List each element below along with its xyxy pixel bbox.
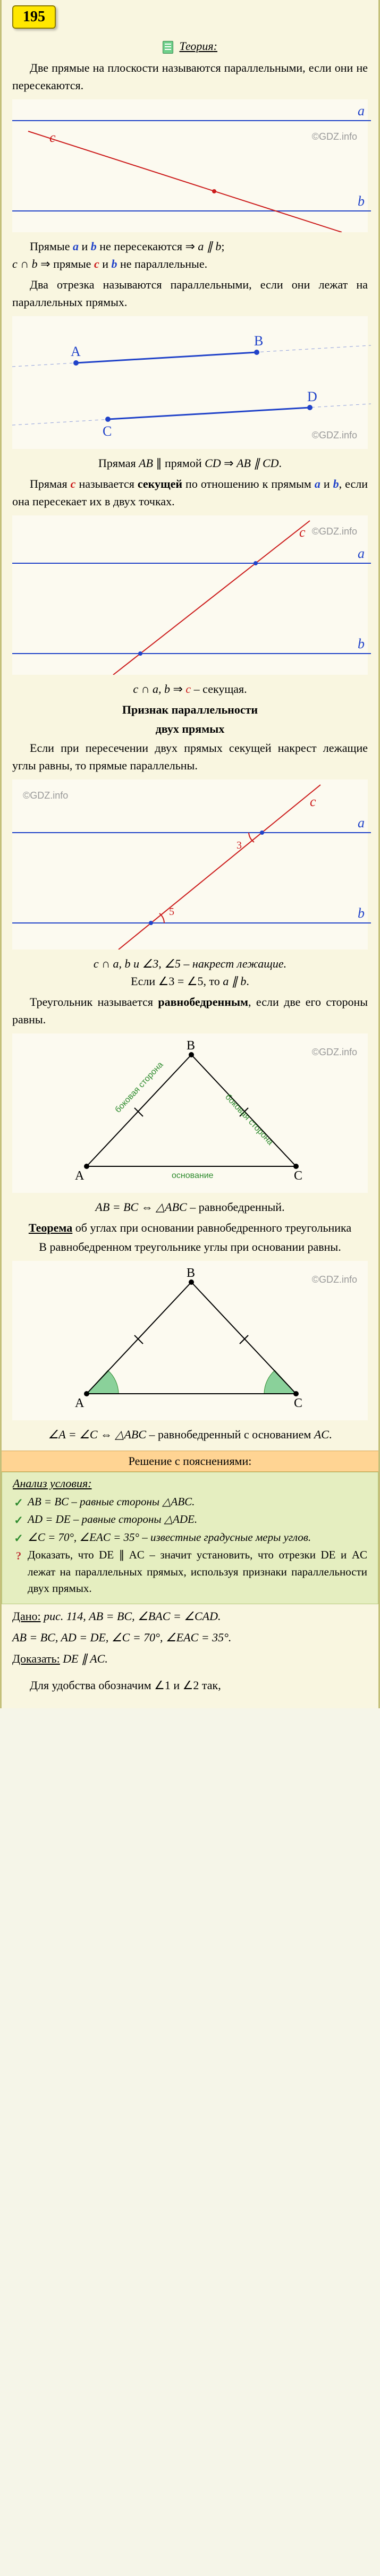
label-c: c xyxy=(310,794,316,809)
label-A: A xyxy=(71,344,81,359)
analysis-row-1: ✓AB = BC – равные стороны △ABC. xyxy=(13,1494,367,1511)
given-line-2: AB = BC, AD = DE, ∠C = 70°, ∠EAC = 35°. xyxy=(12,1629,368,1647)
given-block: Дано: рис. 114, AB = BC, ∠BAC = ∠CAD. AB… xyxy=(12,1607,368,1694)
solution-banner: Решение с пояснениями: xyxy=(2,1451,378,1472)
watermark: ©GDZ.info xyxy=(23,790,68,801)
figure-base-angles: B A C ©GDZ.info xyxy=(12,1261,368,1420)
watermark: ©GDZ.info xyxy=(312,1274,357,1285)
footer-line: Для удобства обозначим ∠1 и ∠2 так, xyxy=(12,1676,368,1694)
label-C: C xyxy=(294,1396,302,1410)
check-icon: ✓ xyxy=(13,1495,24,1512)
criterion-title-1: Признак параллельности xyxy=(12,703,368,717)
analysis-row-2: ✓AD = DE – равные стороны △ADE. xyxy=(13,1511,367,1528)
angle-3: 3 xyxy=(237,840,242,851)
label-B: B xyxy=(254,333,263,349)
side-right-label: боковая сторона xyxy=(223,1092,275,1147)
notebook-icon xyxy=(163,41,173,54)
watermark: ©GDZ.info xyxy=(312,526,357,537)
label-B: B xyxy=(187,1039,195,1053)
figure-parallel-segments: A B C D ©GDZ.info xyxy=(12,316,368,449)
intro-paragraph: Две прямые на плоскости называются парал… xyxy=(12,59,368,94)
label-c: c xyxy=(299,524,306,540)
figure-isosceles: B A C боковая сторона боковая сторона ос… xyxy=(12,1033,368,1193)
analysis-title: Анализ условия: xyxy=(13,1477,367,1490)
secant-def: Прямая c называется секущей по отношению… xyxy=(12,475,368,510)
base-label: основание xyxy=(172,1171,214,1180)
label-b: b xyxy=(358,636,365,651)
figure-alternate-angles: 3 5 a b c ©GDZ.info xyxy=(12,779,368,950)
watermark: ©GDZ.info xyxy=(312,131,357,142)
fig2-caption: Прямая AB ∥ прямой CD ⇒ AB ∥ CD. xyxy=(12,454,368,472)
label-a: a xyxy=(358,103,365,118)
check-icon: ✓ xyxy=(13,1512,24,1529)
label-b: b xyxy=(358,905,365,921)
criterion-body: Если при пересечении двух прямых секущей… xyxy=(12,739,368,774)
fig1-caption-1: Прямые a и b не пересекаются ⇒ a ∥ b; c … xyxy=(12,238,368,273)
figure-secant: a b c ©GDZ.info xyxy=(12,515,368,675)
fig3-svg: a b c xyxy=(12,515,371,675)
page: 195 Теория: Две прямые на плоскости назы… xyxy=(0,0,380,1708)
figure-parallel-lines: a b c ©GDZ.info xyxy=(12,99,368,232)
criterion-title-2: двух прямых xyxy=(12,722,368,736)
label-A: A xyxy=(75,1169,85,1183)
watermark: ©GDZ.info xyxy=(312,1047,357,1058)
parallel-segments-def: Два отрезка называются параллельными, ес… xyxy=(12,276,368,311)
watermark: ©GDZ.info xyxy=(312,430,357,441)
analysis-block: Анализ условия: ✓AB = BC – равные сторон… xyxy=(2,1472,378,1604)
problem-number-badge: 195 xyxy=(12,5,56,29)
given-line-1: Дано: рис. 114, AB = BC, ∠BAC = ∠CAD. xyxy=(12,1607,368,1625)
label-C: C xyxy=(294,1169,302,1183)
fig1-svg: a b c xyxy=(12,99,371,232)
label-B: B xyxy=(187,1266,195,1280)
label-D: D xyxy=(307,389,317,404)
theory-heading: Теория: xyxy=(12,39,368,54)
angle-5: 5 xyxy=(169,906,174,918)
label-A: A xyxy=(75,1396,85,1410)
label-a: a xyxy=(358,546,365,561)
isosceles-def: Треугольник называется равнобедренным, е… xyxy=(12,993,368,1028)
theorem-title: Теорема об углах при основании равнобедр… xyxy=(12,1221,368,1235)
analysis-row-4: ?Доказать, что DE ∥ AC – значит установи… xyxy=(13,1547,367,1597)
check-icon: ✓ xyxy=(13,1530,24,1547)
fig4-svg: 3 5 a b c xyxy=(12,779,371,950)
side-left-label: боковая сторона xyxy=(113,1060,165,1114)
fig4-caption: c ∩ a, b и ∠3, ∠5 – накрест лежащие. Есл… xyxy=(12,955,368,990)
fig6-caption: ∠A = ∠C ⇔ △ABC – равнобедренный с основа… xyxy=(12,1426,368,1443)
label-a: a xyxy=(358,815,365,831)
label-b: b xyxy=(358,193,365,209)
fig2-svg: A B C D xyxy=(12,316,371,449)
theorem-body: В равнобедренном треугольнике углы при о… xyxy=(12,1238,368,1256)
analysis-row-3: ✓∠C = 70°, ∠EAC = 35° – известные градус… xyxy=(13,1529,367,1546)
question-icon: ? xyxy=(13,1548,24,1565)
label-C: C xyxy=(103,423,112,439)
prove-line: Доказать: DE ∥ AC. xyxy=(12,1650,368,1668)
fig5-caption: AB = BC ⇔ △ABC – равнобедренный. xyxy=(12,1198,368,1216)
label-c: c xyxy=(49,130,56,145)
theory-label: Теория: xyxy=(180,39,217,53)
fig3-caption: c ∩ a, b ⇒ c – секущая. xyxy=(12,680,368,698)
